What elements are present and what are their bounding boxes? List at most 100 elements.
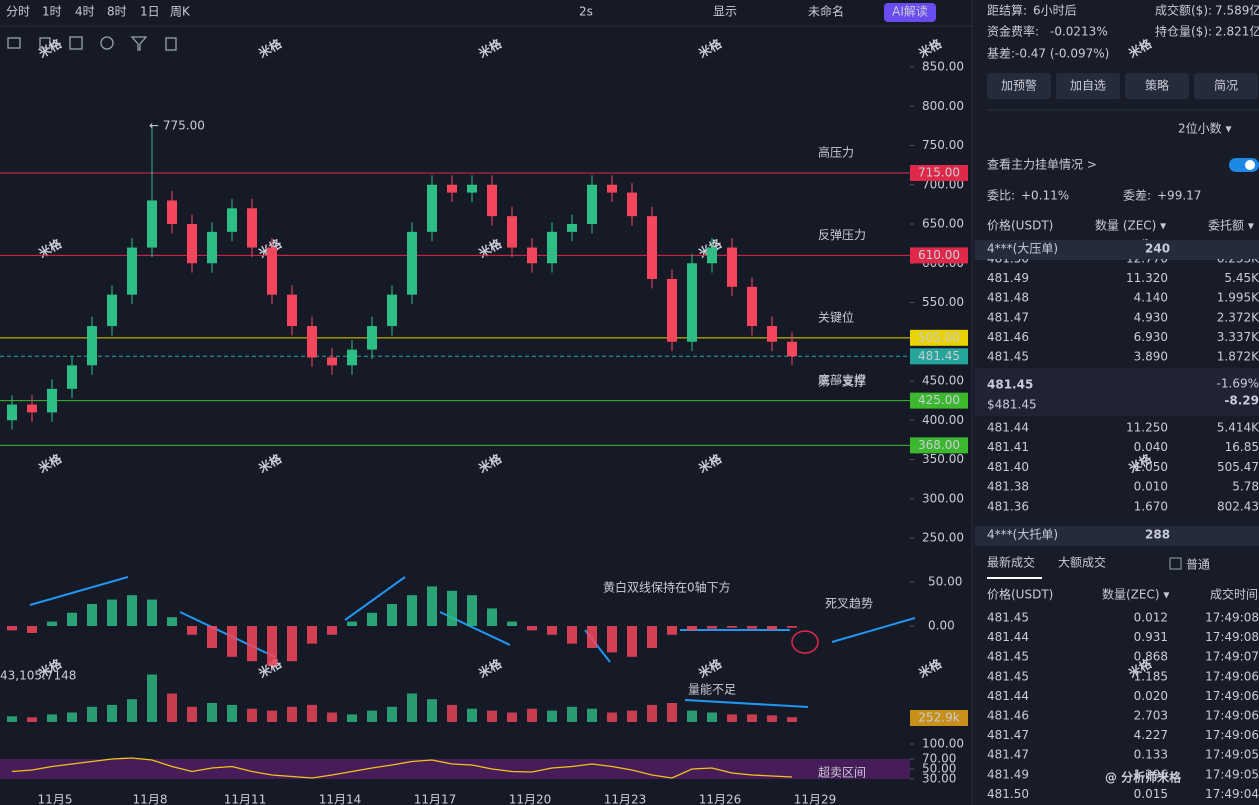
interval-tab[interactable]: 8时 bbox=[107, 5, 127, 19]
amount: 802.43 bbox=[1217, 499, 1259, 513]
trade-time: 17:49:08 bbox=[1205, 611, 1259, 625]
volume-annotation: 量能不足 bbox=[688, 683, 736, 697]
level-label: 425.00 bbox=[918, 393, 960, 407]
candle-body bbox=[187, 224, 197, 264]
macd-bar bbox=[687, 626, 697, 631]
panel-button[interactable] bbox=[1194, 73, 1258, 99]
panel-button[interactable] bbox=[987, 73, 1051, 99]
tab[interactable]: 大额成交 bbox=[1058, 555, 1106, 570]
macd-bar bbox=[667, 626, 677, 635]
x-tick-label: 11月29 bbox=[794, 793, 837, 805]
macd-bar bbox=[507, 621, 517, 626]
candle-body bbox=[727, 247, 737, 287]
trade-qty: 0.020 bbox=[1134, 689, 1168, 703]
trade-price: 481.45 bbox=[987, 650, 1029, 664]
level-box bbox=[910, 247, 968, 264]
candle-body bbox=[487, 184, 497, 217]
volume-bar bbox=[207, 703, 217, 722]
level-label: 610.00 bbox=[918, 248, 960, 262]
macd-bar bbox=[347, 621, 357, 626]
macd-bar bbox=[627, 626, 637, 657]
macd-bar bbox=[547, 626, 557, 635]
candle-body bbox=[67, 365, 77, 389]
price: 481.49 bbox=[987, 271, 1029, 285]
volume-bar bbox=[47, 714, 57, 722]
macd-bar bbox=[327, 626, 337, 635]
trade-price: 481.44 bbox=[987, 689, 1029, 703]
candle-body bbox=[267, 247, 277, 295]
volume-bar bbox=[747, 714, 757, 722]
trade-qty: 4.227 bbox=[1134, 728, 1168, 742]
macd-bar bbox=[707, 626, 717, 629]
y-tick-label: 250.00 bbox=[922, 531, 964, 545]
price: 481.47 bbox=[987, 310, 1029, 324]
info-value: 2.821亿 bbox=[1215, 24, 1259, 39]
volume-last: 252.9k bbox=[918, 711, 959, 725]
trade-time: 17:49:06 bbox=[1205, 709, 1259, 723]
ai-button[interactable] bbox=[884, 3, 936, 22]
last-usd: $481.45 bbox=[987, 398, 1037, 412]
macd-bar bbox=[747, 626, 757, 629]
candle-body bbox=[707, 247, 717, 264]
candle-body bbox=[427, 184, 437, 232]
checkbox[interactable] bbox=[1169, 557, 1182, 570]
volume-bar bbox=[687, 710, 697, 722]
decimals-select[interactable]: 2位小数 ▾ bbox=[1178, 121, 1231, 136]
macd-bar bbox=[227, 626, 237, 657]
trade-time: 17:49:06 bbox=[1205, 669, 1259, 683]
y-tick-label: 70.00 bbox=[922, 752, 956, 766]
candle-body bbox=[7, 404, 17, 421]
layout-name[interactable]: 未命名 bbox=[808, 4, 844, 19]
y-tick-label: 50.00 bbox=[922, 762, 956, 776]
trade-qty: 1.296 bbox=[1134, 767, 1168, 781]
candle-body bbox=[47, 388, 57, 413]
interval-tab[interactable]: 4时 bbox=[75, 5, 95, 19]
panel-button[interactable] bbox=[1125, 73, 1189, 99]
macd-bar bbox=[87, 604, 97, 626]
volume-bar bbox=[587, 708, 597, 722]
trade-time: 17:49:05 bbox=[1205, 748, 1259, 762]
candle-body bbox=[87, 326, 97, 366]
macd-bar bbox=[607, 626, 617, 653]
macd-bar bbox=[647, 626, 657, 648]
info-label: 资金费率: bbox=[987, 24, 1039, 39]
price: 481.44 bbox=[987, 421, 1029, 435]
info-value: 6小时后 bbox=[1033, 4, 1077, 18]
last-chg: -8.29 bbox=[1224, 394, 1259, 408]
trade-qty: 0.133 bbox=[1134, 748, 1168, 762]
macd-bar bbox=[7, 626, 17, 631]
tab[interactable]: 最新成交 bbox=[987, 555, 1035, 570]
amount: 1.995K bbox=[1217, 291, 1259, 305]
level-box bbox=[910, 329, 968, 346]
volume-bar bbox=[127, 699, 137, 722]
interval-tab[interactable]: 1日 bbox=[140, 5, 160, 19]
refresh-rate: 2s bbox=[579, 5, 593, 19]
amount: 505.47 bbox=[1217, 460, 1259, 474]
interval-tab[interactable]: 周K bbox=[170, 5, 191, 19]
candle-body bbox=[127, 247, 137, 295]
x-tick-label: 11月20 bbox=[509, 793, 552, 805]
display-button[interactable]: 显示 bbox=[713, 5, 737, 19]
volume-bar bbox=[447, 704, 457, 722]
amount: 5.414K bbox=[1217, 421, 1259, 435]
candle-body bbox=[167, 200, 177, 224]
trade-time: 17:49:05 bbox=[1205, 767, 1259, 781]
macd-annotation: 死叉趋势 bbox=[825, 597, 873, 611]
trade-price: 481.45 bbox=[987, 611, 1029, 625]
footer-credit: @ 分析师米格 bbox=[1105, 770, 1182, 785]
info-label: 距结算: bbox=[987, 3, 1027, 18]
level-box bbox=[910, 164, 968, 181]
qty: 3.890 bbox=[1134, 350, 1168, 364]
level-note: 关键位 bbox=[818, 309, 854, 324]
big-ask-band bbox=[975, 240, 1259, 259]
x-tick-label: 11月11 bbox=[224, 793, 267, 805]
panel-button[interactable] bbox=[1056, 73, 1120, 99]
volume-bar bbox=[307, 704, 317, 722]
volume-bar bbox=[507, 712, 517, 722]
main-orders-link[interactable]: 查看主力挂单情况 > bbox=[987, 158, 1097, 172]
macd-bar bbox=[487, 608, 497, 626]
interval-tab[interactable]: 分时 bbox=[6, 5, 30, 19]
macd-bar bbox=[727, 626, 737, 628]
volume-bar bbox=[67, 712, 77, 722]
interval-tab[interactable]: 1时 bbox=[42, 5, 62, 19]
